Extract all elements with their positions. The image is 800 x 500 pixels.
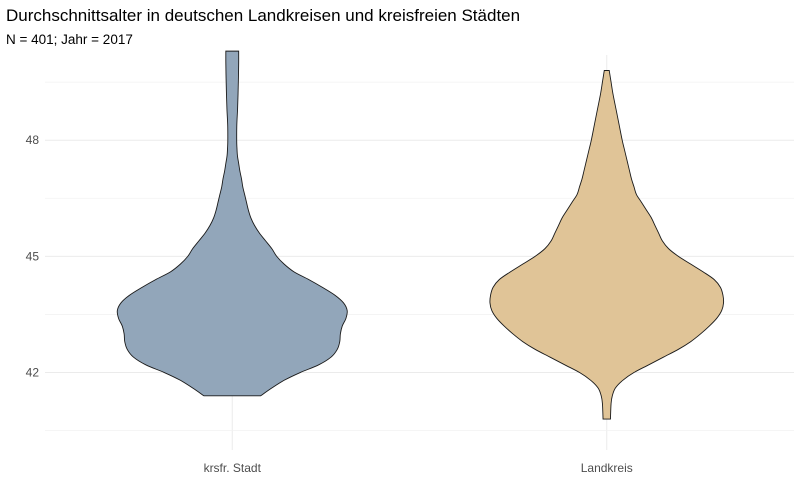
- x-tick-label: krsfr. Stadt: [204, 461, 262, 475]
- y-axis-ticks: 42 45 48: [26, 133, 40, 379]
- chart-subtitle: N = 401; Jahr = 2017: [6, 32, 133, 47]
- y-tick-label: 42: [26, 366, 40, 380]
- chart-title: Durchschnittsalter in deutschen Landkrei…: [6, 6, 521, 25]
- x-axis-ticks: krsfr. Stadt Landkreis: [204, 461, 633, 475]
- y-tick-label: 48: [26, 133, 40, 147]
- y-tick-label: 45: [26, 249, 40, 263]
- violin-krsfr-stadt: [116, 50, 348, 397]
- violins: [116, 50, 725, 420]
- grid-major: [45, 55, 794, 450]
- x-tick-label: Landkreis: [581, 461, 633, 475]
- violin-landkreis: [489, 70, 725, 420]
